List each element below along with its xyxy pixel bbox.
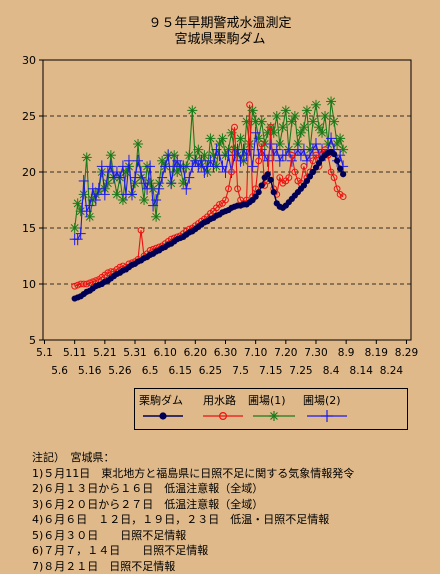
data-point (311, 100, 321, 110)
data-point (335, 133, 345, 143)
note-item: 1)５月11日 東北地方と福島県に日照不足に関する気象情報発令 (32, 466, 354, 482)
x-tick-label: 8.9 (338, 347, 355, 359)
data-point (272, 111, 282, 121)
x-tick-label: 6.15 (169, 365, 192, 377)
data-point (139, 195, 149, 205)
legend-marker-field1 (269, 411, 279, 421)
data-point (265, 171, 271, 177)
data-point (259, 182, 265, 188)
legend-label-field2: 圃場(2) (303, 392, 341, 408)
data-point (82, 152, 92, 162)
x-tick-label: 5.21 (93, 347, 116, 359)
x-tick-label: 8.24 (380, 365, 404, 377)
legend-marker-dam (159, 412, 166, 419)
data-point (278, 122, 288, 132)
x-tick-label: 5.11 (63, 347, 86, 359)
x-tick-label: 6.5 (142, 365, 159, 377)
data-point (205, 133, 215, 143)
note-item: 4)６月６日 １２日，１９日，２３日 低温・日照不足情報 (32, 512, 354, 528)
data-point (337, 166, 343, 172)
chart-plot: 5 10 15 20 25 30 5.1 5.11 5.21 5.31 6.10 6.20 6.30 7.… (0, 0, 440, 390)
data-point (331, 151, 337, 157)
notes-heading: 注記） 宮城県： (32, 450, 354, 466)
y-tick-label: 30 (22, 54, 36, 67)
x-tick-label: 6.20 (184, 347, 207, 359)
data-point (302, 105, 312, 115)
note-item: 3)６月２０日から２７日 低温注意報（全域） (32, 497, 354, 513)
data-point (268, 177, 274, 183)
data-point (334, 158, 340, 164)
note-item: 6)７月７，１４日 日照不足情報 (32, 543, 354, 559)
notes-panel: 注記） 宮城県： 1)５月11日 東北地方と福島県に日照不足に関する気象情報発令… (32, 450, 354, 574)
x-tick-label: 5.6 (51, 365, 68, 377)
x-tick-label: 5.26 (108, 365, 132, 377)
legend-symbols (135, 407, 407, 425)
x-tick-label: 6.30 (214, 347, 237, 359)
note-item: 2)６月１３日から１６日 低温注意報（全域） (32, 481, 354, 497)
x-tick-label: 7.5 (232, 365, 249, 377)
legend-marker-field2 (321, 410, 333, 422)
x-tick-label: 5.31 (123, 347, 146, 359)
data-point (106, 150, 116, 160)
x-tick-label: 7.25 (289, 365, 312, 377)
data-point (290, 111, 300, 121)
data-point (256, 189, 262, 195)
note-item: 5)６月３０日 日照不足情報 (32, 528, 354, 544)
legend: 栗駒ダム 用水路 圃場(1) 圃場(2) (134, 388, 408, 430)
y-tick-label: 5 (29, 334, 36, 347)
legend-label-canal: 用水路 (203, 392, 236, 408)
y-tick-label: 20 (22, 166, 36, 179)
x-tick-label: 5.1 (36, 347, 53, 359)
data-point (299, 122, 309, 132)
data-point (271, 189, 277, 195)
data-point (326, 96, 336, 106)
y-tick-label: 25 (22, 110, 36, 123)
y-tick-label: 10 (22, 278, 36, 291)
x-tick-label: 5.16 (78, 365, 102, 377)
x-tick-label: 7.20 (274, 347, 297, 359)
x-tick-label: 7.30 (304, 347, 327, 359)
x-tick-label: 7.10 (244, 347, 267, 359)
y-tick-label: 15 (22, 222, 36, 235)
data-point (257, 117, 267, 127)
x-tick-label: 6.25 (199, 365, 222, 377)
data-point (79, 189, 89, 199)
data-point (70, 223, 80, 233)
x-tick-label: 8.29 (395, 347, 418, 359)
x-tick-label: 6.10 (153, 347, 176, 359)
x-tick-label: 8.4 (323, 365, 340, 377)
data-point (340, 171, 346, 177)
x-tick-label: 8.14 (350, 365, 374, 377)
legend-label-dam: 栗駒ダム (139, 392, 183, 408)
data-point (187, 105, 197, 115)
data-point (151, 212, 161, 222)
x-tick-label: 7.15 (259, 365, 282, 377)
data-point (236, 133, 246, 143)
data-point (320, 111, 330, 121)
data-point (281, 105, 291, 115)
note-item: 7)８月２１日 日照不足情報 (32, 559, 354, 574)
data-point (317, 128, 327, 138)
data-point (217, 133, 227, 143)
data-point (329, 117, 339, 127)
data-point (133, 139, 143, 149)
x-tick-label: 8.19 (365, 347, 388, 359)
legend-label-field1: 圃場(1) (248, 392, 286, 408)
